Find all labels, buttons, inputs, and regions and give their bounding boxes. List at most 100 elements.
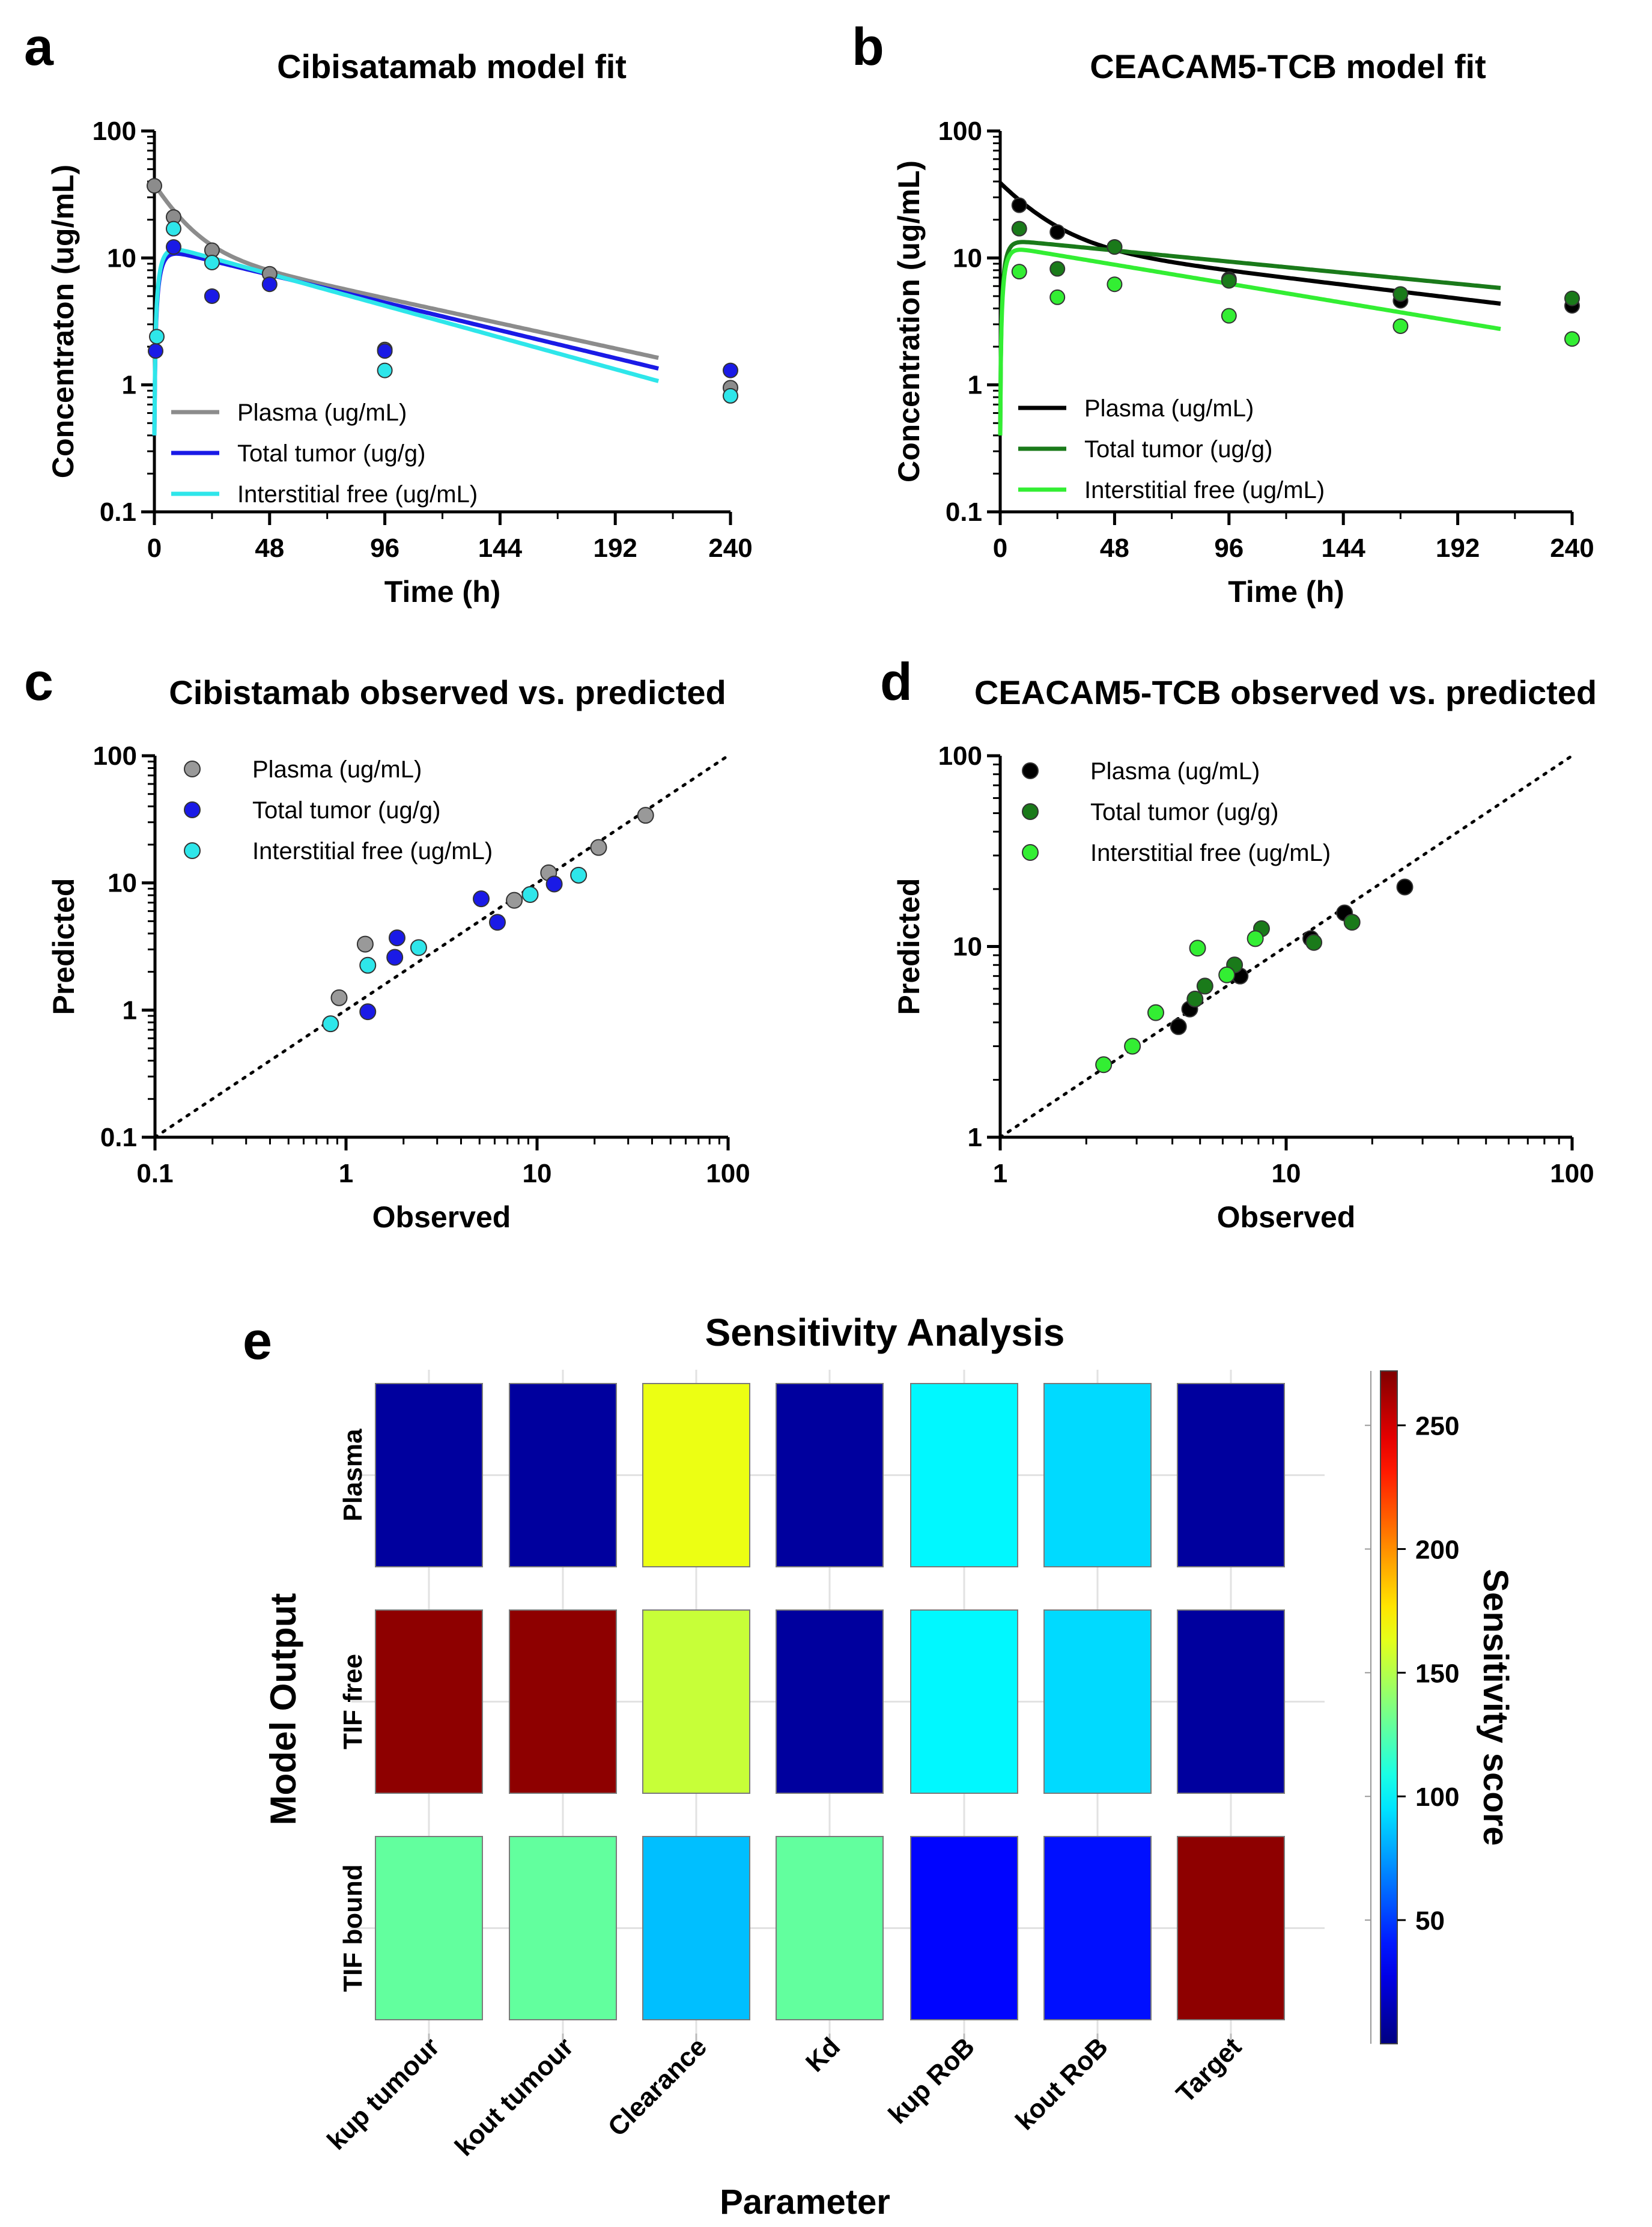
colorbar (1380, 1370, 1398, 2044)
heatmap-cell (1043, 1383, 1152, 1567)
panel-a-ytick-label: 1 (122, 371, 136, 400)
panel-d-xtick-label: 1 (993, 1159, 1007, 1188)
panel-b-title: CEACAM5-TCB model fit (1090, 47, 1486, 85)
heatmap-col-label: Kd (800, 2032, 846, 2077)
panel-a-xlabel: Time (h) (384, 575, 501, 609)
panel-c-point-0 (590, 839, 607, 856)
panel-d-point-2 (1124, 1038, 1141, 1055)
panel-c-legend-marker-1 (184, 801, 201, 818)
panel-label-d: d (880, 652, 913, 711)
panel-a-legend-label-2: Interstitial free (ug/mL) (237, 481, 478, 508)
panel-b-fit-line-2 (998, 248, 1501, 436)
panel-a-ytick-label: 0.1 (100, 497, 136, 527)
heatmap-cell (776, 1836, 884, 2020)
panel-b-xtick-label: 0 (993, 533, 1007, 563)
panel-d-ylabel: Predicted (892, 878, 926, 1015)
panel-b-ytick-label: 0.1 (946, 497, 982, 527)
panel-c-xtick-label: 0.1 (136, 1159, 173, 1188)
panel-b-obs-point-1 (1221, 273, 1237, 289)
panel-d-point-2 (1247, 930, 1264, 947)
panel-c-point-1 (359, 1003, 377, 1021)
heatmap-row-label: Plasma (338, 1429, 368, 1522)
heatmap-col-label: Clearance (603, 2032, 712, 2142)
panel-b-obs-point-0 (1049, 224, 1066, 240)
panel-c-point-1 (545, 875, 563, 893)
panel-d-point-1 (1196, 977, 1213, 995)
heatmap-cell (1177, 1609, 1285, 1794)
colorbar-tick-label: 50 (1415, 1906, 1445, 1936)
panel-d-ytick-label: 10 (953, 932, 982, 962)
panel-b-legend-label-2: Interstitial free (ug/mL) (1084, 477, 1325, 503)
panel-a-obs-point-1 (147, 343, 163, 359)
panel-label-c: c (24, 652, 53, 711)
panel-e-xlabel: Parameter (720, 2183, 890, 2222)
panel-c-point-0 (330, 989, 348, 1006)
panel-c-xtick-label: 100 (706, 1159, 750, 1188)
panel-d-ytick-label: 100 (938, 741, 982, 771)
heatmap-cell (375, 1383, 483, 1567)
colorbar-tick-label: 100 (1415, 1782, 1459, 1812)
colorbar-tick-label: 200 (1415, 1535, 1459, 1564)
panel-a-ytick-label: 10 (107, 243, 136, 273)
heatmap-cell (1177, 1383, 1285, 1567)
panel-a-ytick-label: 100 (93, 117, 136, 146)
panel-a-xtick-label: 240 (708, 533, 752, 563)
panel-a-obs-point-1 (165, 239, 181, 255)
panel-c-legend-marker-2 (184, 842, 201, 859)
heatmap-row-label: TIF bound (338, 1864, 368, 1992)
panel-b-obs-point-1 (1392, 286, 1409, 302)
heatmap-cell (1043, 1836, 1152, 2020)
panel-a-legend-label-1: Total tumor (ug/g) (237, 440, 425, 467)
panel-c-ytick-label: 10 (108, 869, 137, 898)
panel-b-xtick-label: 240 (1550, 533, 1594, 563)
panel-b-obs-point-1 (1011, 220, 1027, 237)
panel-a-obs-point-0 (147, 178, 162, 194)
panel-c-ytick-label: 100 (93, 741, 137, 771)
panel-d-legend-marker-2 (1022, 844, 1039, 861)
panel-d-legend-marker-0 (1022, 762, 1039, 779)
heatmap-col-label: kup tumour (321, 2032, 445, 2156)
panel-b-xtick-label: 192 (1436, 533, 1480, 563)
heatmap-cell (776, 1609, 884, 1794)
panel-b-obs-point-2 (1564, 331, 1580, 347)
heatmap-cell (375, 1836, 483, 2020)
panel-b-xtick-label: 48 (1100, 533, 1129, 563)
panel-d-identity-line (998, 754, 1574, 1139)
heatmap-cell (910, 1609, 1018, 1794)
panel-b-xtick-label: 96 (1214, 533, 1244, 563)
panel-e-ylabel: Model Output (263, 1593, 303, 1826)
panel-b-obs-point-2 (1049, 289, 1066, 305)
heatmap-cell (642, 1836, 750, 2020)
panel-d-point-2 (1218, 966, 1236, 983)
panel-a-ylabel: Concentraton (ug/mL) (46, 165, 80, 478)
heatmap-col-label: kout RoB (1010, 2032, 1114, 2136)
panel-a-obs-point-1 (723, 362, 738, 378)
panel-d-legend-marker-1 (1022, 803, 1039, 820)
heatmap-cell (642, 1609, 750, 1794)
panel-b-obs-point-0 (1011, 197, 1027, 213)
panel-d-xtick-label: 10 (1272, 1159, 1301, 1188)
panel-b-xtick-label: 144 (1321, 533, 1365, 563)
panel-d-ytick-label: 1 (968, 1123, 982, 1152)
heatmap-col-label: kout tumour (449, 2032, 579, 2162)
heatmap-cell (1177, 1836, 1285, 2020)
panel-c-ytick-label: 0.1 (100, 1123, 137, 1152)
panel-a-xtick-label: 0 (147, 533, 162, 563)
heatmap-cell (509, 1609, 617, 1794)
panel-c-legend-marker-0 (184, 761, 201, 777)
heatmap-cell (910, 1836, 1018, 2020)
panel-a-xtick-label: 192 (593, 533, 637, 563)
panel-c-point-2 (359, 956, 377, 974)
panel-b-ytick-label: 100 (938, 117, 982, 146)
panel-label-b: b (852, 17, 884, 76)
panel-b-legend-label-1: Total tumor (ug/g) (1084, 436, 1272, 463)
panel-b-obs-point-2 (1107, 276, 1123, 293)
colorbar-tick-label: 150 (1415, 1659, 1459, 1688)
panel-a-xtick-label: 144 (478, 533, 523, 563)
panel-c-xtick-label: 10 (523, 1159, 552, 1188)
panel-d-point-1 (1305, 934, 1323, 951)
panel-c-point-0 (637, 807, 654, 824)
panel-d-point-0 (1170, 1018, 1187, 1035)
panel-c-legend-label-1: Total tumor (ug/g) (252, 797, 440, 824)
heatmap-cell (776, 1383, 884, 1567)
